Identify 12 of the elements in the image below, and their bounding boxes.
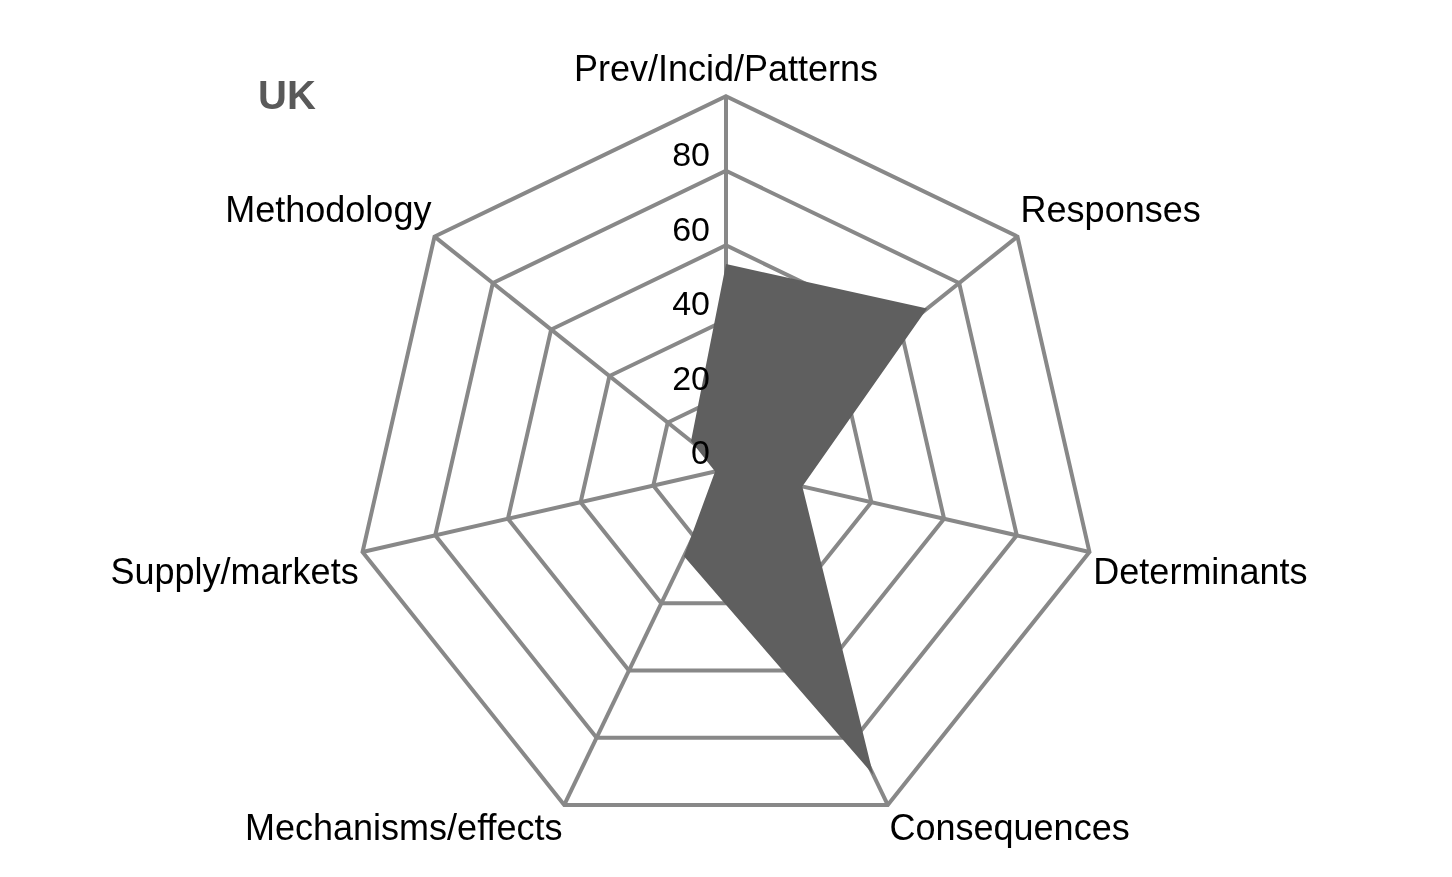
text: UK xyxy=(258,73,316,118)
spoke-label: Methodology xyxy=(225,189,432,231)
spoke-label: Responses xyxy=(1020,189,1201,231)
spoke-label: Consequences xyxy=(889,807,1130,849)
spoke-label: Mechanisms/effects xyxy=(245,807,563,849)
y-tick-label: 80 xyxy=(672,135,710,174)
spoke-label: Determinants xyxy=(1093,551,1308,593)
y-tick-label: 40 xyxy=(672,284,710,323)
y-tick-label: 0 xyxy=(691,433,710,472)
y-tick-label: 60 xyxy=(672,209,710,248)
spoke-label: Supply/markets xyxy=(110,551,359,593)
spoke-label: Prev/Incid/Patterns xyxy=(573,47,879,89)
